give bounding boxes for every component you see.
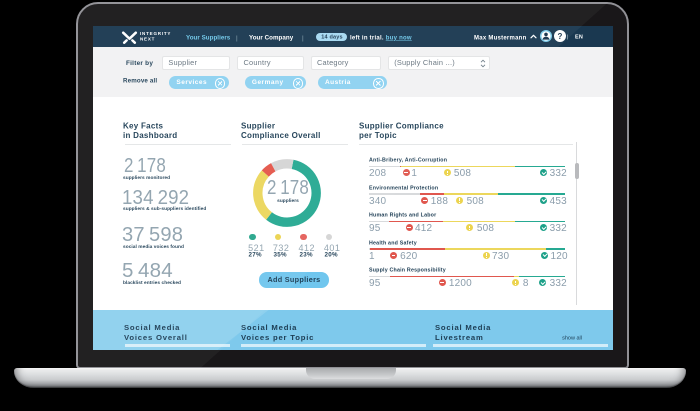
svg-text:?: ?: [557, 32, 562, 41]
